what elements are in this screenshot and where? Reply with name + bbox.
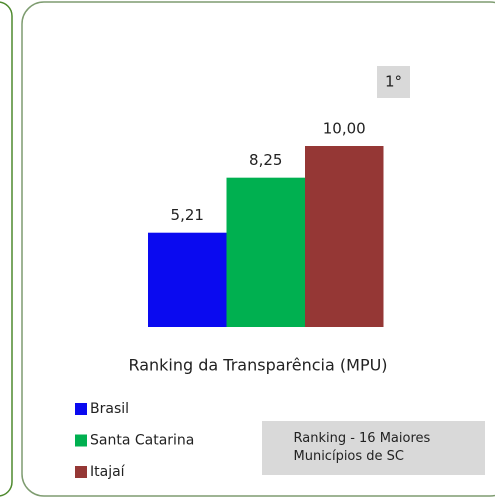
legend-label: Santa Catarina: [90, 433, 194, 449]
left-panel: [0, 1, 13, 497]
bar: [226, 177, 305, 327]
annotation-box: [262, 421, 485, 475]
legend-label: Itajaí: [90, 464, 126, 480]
badge: 1°: [385, 73, 402, 91]
value-label: 10,00: [323, 120, 366, 138]
legend-swatch: [75, 466, 87, 478]
annotation: Ranking - 16 Maiores Municípios de SC: [293, 431, 431, 464]
value-label: 8,25: [249, 151, 282, 169]
bar: [305, 146, 384, 327]
legend-swatch: [75, 403, 87, 415]
legend-swatch: [75, 434, 87, 447]
badge-box: [377, 66, 410, 98]
value-label: 5,21: [171, 206, 204, 224]
chart-title: Ranking da Transparência (MPU): [128, 356, 387, 375]
annotation-wrap: Ranking - 16 Maiores Municípios de SC: [293, 431, 431, 464]
bar: [148, 232, 227, 327]
legend-label: Brasil: [90, 401, 129, 417]
